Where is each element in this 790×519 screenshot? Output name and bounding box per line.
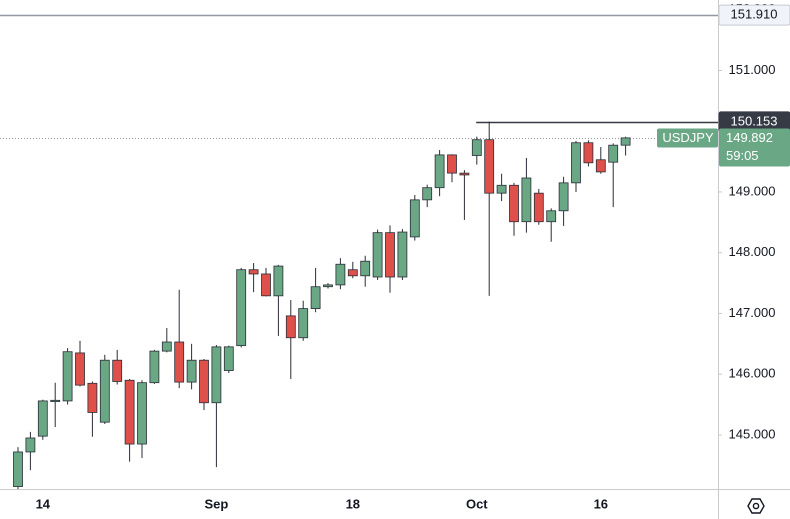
- candle-body: [595, 159, 606, 173]
- candle-body: [99, 359, 110, 423]
- candle-body: [37, 400, 48, 437]
- price-tag: [718, 4, 790, 26]
- countdown-label: 59:05: [726, 148, 759, 163]
- candle-body: [533, 192, 544, 223]
- candle-body: [447, 154, 457, 174]
- last-price-tag: [719, 128, 790, 167]
- price-tags: 151.910 150.153 USDJPY 149.892 59:05: [657, 4, 790, 167]
- candle-body: [186, 359, 197, 383]
- y-tick-label: 147.000: [729, 305, 776, 320]
- candle-body: [459, 172, 470, 176]
- candle-body: [161, 341, 172, 352]
- candle-body: [87, 382, 98, 413]
- candle-body: [397, 231, 408, 278]
- candle-body: [422, 187, 433, 201]
- candle-body: [273, 265, 284, 297]
- candle-body: [236, 269, 247, 347]
- candle-body: [509, 184, 519, 223]
- candle-body: [62, 351, 73, 402]
- candle-body: [137, 382, 147, 445]
- x-tick-label: Sep: [204, 496, 228, 511]
- x-tick-label: 14: [36, 496, 51, 511]
- candle-body: [75, 352, 85, 386]
- candle-body: [124, 379, 135, 445]
- candle-body: [285, 315, 296, 339]
- x-tick-label: 16: [594, 496, 608, 511]
- y-tick-label: 145.000: [729, 426, 776, 441]
- candle-body: [409, 199, 420, 238]
- candle-body: [434, 154, 445, 189]
- y-tick-label: 149.000: [729, 183, 776, 198]
- symbol-tag: [657, 128, 718, 148]
- settings-hexagon[interactable]: [747, 498, 765, 514]
- candle-body: [583, 142, 594, 164]
- candle-body: [496, 184, 507, 194]
- candle-body: [484, 139, 495, 194]
- candle-body: [372, 232, 383, 278]
- candle-body: [25, 437, 36, 453]
- symbol-label: USDJPY: [662, 130, 714, 145]
- candle-body: [347, 269, 358, 277]
- price-tag-label: 151.910: [731, 7, 778, 22]
- y-tick-label: 151.000: [729, 62, 776, 77]
- settings-dot[interactable]: [752, 502, 760, 510]
- candle-body: [112, 359, 123, 382]
- candle-body: [223, 346, 234, 371]
- candle-body: [335, 263, 346, 286]
- settings-icon[interactable]: [747, 498, 765, 514]
- candle-body: [211, 346, 222, 404]
- candle-body: [608, 144, 619, 163]
- candle-body: [571, 142, 581, 184]
- x-tick-label: 18: [346, 496, 360, 511]
- candle-body: [471, 139, 482, 156]
- candle-body: [199, 359, 209, 404]
- candle-body: [521, 177, 532, 223]
- candle-body: [13, 451, 23, 487]
- candle-body: [298, 308, 309, 339]
- candle-body: [558, 182, 569, 212]
- candle-body: [261, 273, 271, 297]
- y-tick-label: 148.000: [729, 244, 776, 259]
- candle-body: [323, 284, 333, 288]
- candle-body: [310, 286, 321, 309]
- candle-body: [248, 269, 259, 275]
- candle-body: [360, 260, 371, 277]
- candle-body: [620, 137, 631, 146]
- price-tag-label: 150.153: [731, 113, 778, 128]
- candle-body: [385, 232, 395, 278]
- candle-body: [50, 399, 61, 402]
- candle-body: [546, 210, 557, 223]
- y-tick-label: 146.000: [729, 366, 776, 381]
- last-price-label: 149.892: [726, 130, 773, 145]
- x-tick-label: Oct: [466, 496, 488, 511]
- candle-body: [174, 341, 185, 383]
- plot: [0, 14, 718, 489]
- candle-body: [149, 350, 160, 384]
